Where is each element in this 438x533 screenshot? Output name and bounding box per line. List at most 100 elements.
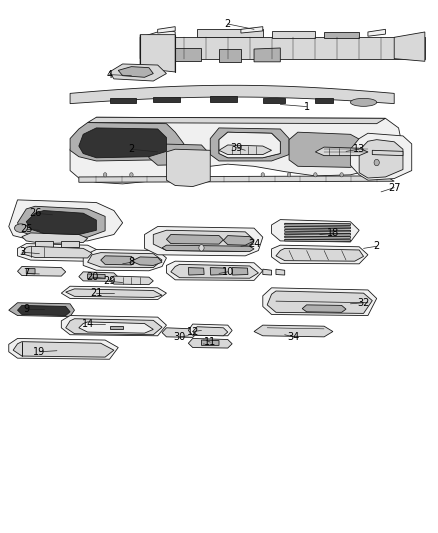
Polygon shape: [188, 324, 232, 336]
Polygon shape: [285, 223, 350, 225]
Text: 24: 24: [248, 239, 260, 249]
Polygon shape: [285, 233, 350, 235]
Text: 8: 8: [128, 257, 134, 267]
Bar: [210, 96, 237, 102]
Polygon shape: [101, 256, 136, 265]
Polygon shape: [70, 85, 394, 103]
Polygon shape: [219, 132, 280, 158]
Polygon shape: [188, 338, 232, 348]
Text: 27: 27: [388, 183, 400, 192]
Polygon shape: [201, 340, 219, 345]
Polygon shape: [324, 32, 359, 38]
Polygon shape: [263, 269, 272, 275]
Polygon shape: [315, 147, 368, 156]
Text: 18: 18: [327, 228, 339, 238]
Polygon shape: [197, 29, 263, 37]
Polygon shape: [61, 286, 166, 300]
Polygon shape: [158, 27, 175, 33]
Circle shape: [130, 173, 133, 177]
Text: 2: 2: [225, 19, 231, 29]
Text: 11: 11: [204, 337, 216, 347]
Polygon shape: [13, 342, 114, 357]
Polygon shape: [263, 288, 377, 316]
Polygon shape: [162, 328, 197, 337]
Polygon shape: [15, 225, 27, 229]
Text: 12: 12: [187, 327, 199, 336]
Text: 13: 13: [353, 144, 365, 154]
Polygon shape: [285, 239, 350, 241]
Polygon shape: [289, 132, 368, 167]
Polygon shape: [70, 117, 403, 184]
Polygon shape: [61, 241, 79, 247]
Text: 34: 34: [287, 332, 300, 342]
Polygon shape: [254, 325, 333, 337]
Text: 25: 25: [20, 224, 32, 234]
Polygon shape: [110, 326, 123, 329]
Polygon shape: [18, 206, 105, 237]
Polygon shape: [26, 211, 96, 235]
Text: 10: 10: [222, 267, 234, 277]
Text: 2: 2: [374, 241, 380, 251]
Polygon shape: [162, 245, 254, 252]
Polygon shape: [18, 266, 66, 276]
Polygon shape: [166, 261, 263, 280]
Text: 32: 32: [357, 298, 370, 308]
Circle shape: [199, 245, 204, 251]
Polygon shape: [131, 257, 162, 265]
Ellipse shape: [14, 224, 28, 232]
Polygon shape: [26, 269, 35, 274]
Polygon shape: [153, 230, 254, 252]
Text: 7: 7: [23, 269, 29, 278]
Ellipse shape: [350, 98, 377, 106]
Polygon shape: [149, 144, 210, 165]
Polygon shape: [359, 140, 403, 178]
Polygon shape: [193, 327, 228, 336]
Polygon shape: [272, 220, 359, 242]
Polygon shape: [88, 274, 105, 279]
Polygon shape: [223, 236, 254, 245]
Text: 14: 14: [81, 319, 94, 328]
Polygon shape: [166, 235, 223, 244]
Polygon shape: [219, 49, 241, 62]
Polygon shape: [66, 289, 162, 297]
Text: 29: 29: [103, 277, 116, 286]
Polygon shape: [88, 253, 162, 268]
Circle shape: [287, 173, 291, 177]
Polygon shape: [88, 117, 385, 124]
Circle shape: [314, 173, 317, 177]
Text: 4: 4: [106, 70, 113, 79]
Polygon shape: [171, 264, 258, 278]
Polygon shape: [285, 227, 350, 229]
Polygon shape: [188, 268, 204, 275]
Polygon shape: [175, 48, 201, 61]
Text: 19: 19: [33, 347, 46, 357]
Polygon shape: [140, 29, 175, 61]
Text: 2: 2: [128, 144, 134, 154]
Bar: [263, 98, 285, 103]
Polygon shape: [254, 48, 280, 62]
Polygon shape: [302, 305, 346, 312]
Polygon shape: [394, 32, 425, 61]
Polygon shape: [22, 233, 88, 244]
Polygon shape: [79, 322, 153, 333]
Polygon shape: [9, 200, 123, 241]
Text: 39: 39: [230, 143, 243, 152]
Polygon shape: [79, 272, 118, 281]
Polygon shape: [210, 128, 289, 161]
Polygon shape: [210, 268, 226, 275]
Polygon shape: [9, 338, 118, 359]
Bar: [153, 97, 180, 102]
Polygon shape: [118, 67, 153, 77]
Bar: [315, 98, 333, 103]
Polygon shape: [241, 27, 263, 33]
Circle shape: [375, 173, 378, 177]
Text: 20: 20: [86, 272, 98, 282]
Polygon shape: [79, 128, 166, 158]
Polygon shape: [368, 29, 385, 36]
Text: 3: 3: [19, 247, 25, 257]
Polygon shape: [66, 319, 162, 335]
Polygon shape: [285, 236, 350, 238]
Polygon shape: [110, 64, 166, 81]
Text: 30: 30: [173, 332, 186, 342]
Polygon shape: [18, 305, 70, 316]
